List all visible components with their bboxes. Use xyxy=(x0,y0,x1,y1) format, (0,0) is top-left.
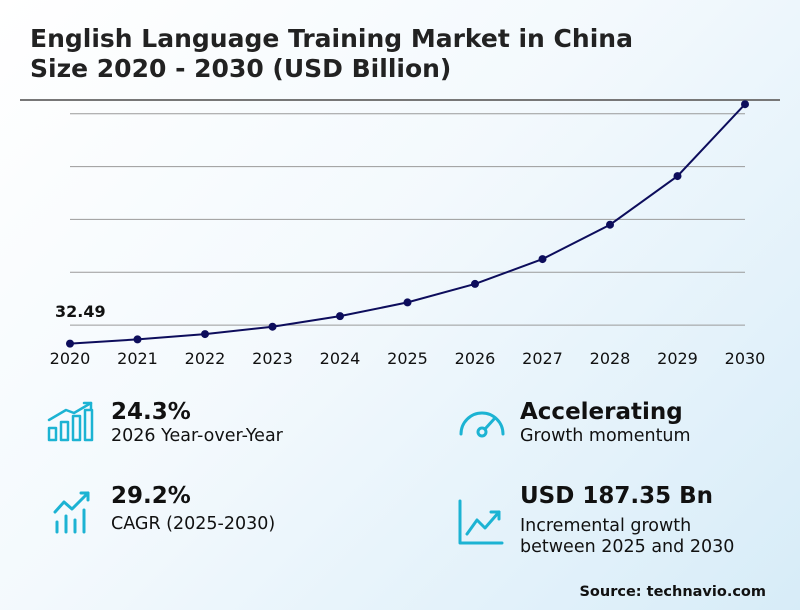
line-chart: 2020 2021 2022 2023 2024 2025 2026 2027 2028 2029… xyxy=(50,100,766,368)
yoy-label: 2026 Year-over-Year xyxy=(111,426,283,446)
x-tick-2026: 2026 xyxy=(455,349,496,368)
x-axis-ticks: 2020 2021 2022 2023 2024 2025 2026 2027 2028 2029… xyxy=(50,349,766,368)
title-line-1: English Language Training Market in Chin… xyxy=(30,24,633,53)
x-tick-2028: 2028 xyxy=(590,349,631,368)
data-point-2022 xyxy=(201,330,209,339)
data-label-2020: 32.49 xyxy=(55,302,106,321)
cagr-stat: 29.2% CAGR (2025-2030) xyxy=(111,482,275,535)
data-point-2029 xyxy=(673,172,682,181)
title-line-2: Size 2020 - 2030 (USD Billion) xyxy=(30,54,452,83)
source-note: Source: technavio.com xyxy=(579,584,766,600)
x-tick-2025: 2025 xyxy=(387,349,428,368)
trend-bars-icon xyxy=(53,491,90,534)
gauge-icon xyxy=(459,411,505,438)
x-tick-2030: 2030 xyxy=(725,349,766,368)
yoy-stat: 24.3% 2026 Year-over-Year xyxy=(111,398,283,447)
x-tick-2020: 2020 xyxy=(50,349,91,368)
data-points xyxy=(66,100,749,348)
data-point-2026 xyxy=(471,279,479,288)
x-tick-2023: 2023 xyxy=(252,349,293,368)
cagr-value: 29.2% xyxy=(111,483,191,509)
chart-title: English Language Training Market in Chin… xyxy=(30,24,770,84)
yoy-value: 24.3% xyxy=(111,399,191,425)
x-tick-2022: 2022 xyxy=(185,349,226,368)
momentum-label: Growth momentum xyxy=(520,426,691,446)
series-line xyxy=(69,103,746,345)
title-divider xyxy=(20,99,780,101)
x-tick-2029: 2029 xyxy=(657,349,698,368)
x-tick-2027: 2027 xyxy=(522,349,563,368)
incremental-label-line2: between 2025 and 2030 xyxy=(520,537,735,557)
x-tick-2024: 2024 xyxy=(320,349,361,368)
bar-growth-icon xyxy=(47,401,94,442)
momentum-value: Accelerating xyxy=(520,399,683,425)
cagr-label: CAGR (2025-2030) xyxy=(111,514,276,534)
line-chart-icon xyxy=(458,499,504,545)
data-point-2023 xyxy=(268,322,277,331)
data-point-2028 xyxy=(606,220,614,229)
incremental-stat: USD 187.35 Bn Incremental growth between… xyxy=(520,482,734,558)
data-point-2021 xyxy=(133,335,142,344)
data-point-2030 xyxy=(741,100,749,109)
momentum-stat: Accelerating Growth momentum xyxy=(520,398,691,447)
data-point-2024 xyxy=(336,312,344,321)
x-tick-2021: 2021 xyxy=(117,349,158,368)
data-point-2020 xyxy=(66,339,74,348)
data-point-2025 xyxy=(403,298,412,307)
grid-lines xyxy=(70,113,745,326)
data-point-2027 xyxy=(538,255,547,264)
incremental-label-line1: Incremental growth xyxy=(520,516,692,536)
incremental-value: USD 187.35 Bn xyxy=(520,483,714,509)
